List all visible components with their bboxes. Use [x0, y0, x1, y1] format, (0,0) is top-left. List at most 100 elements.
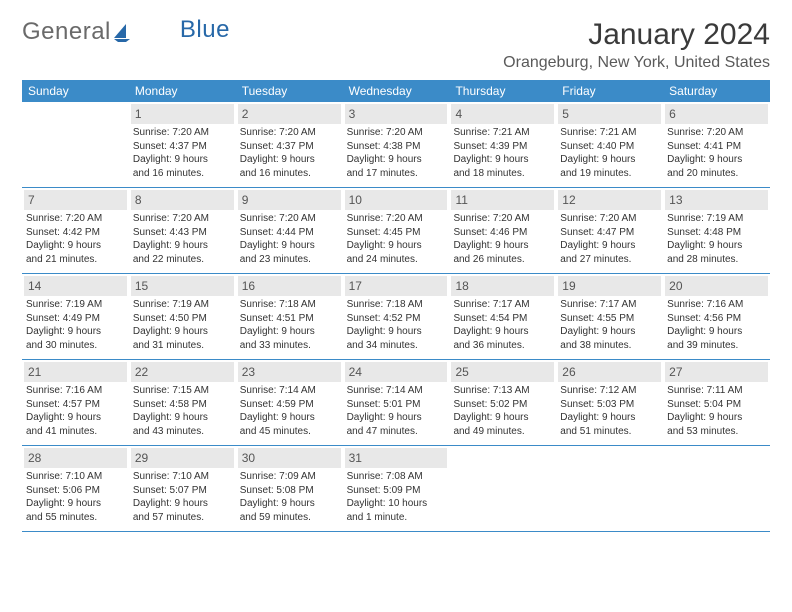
day-sunrise: Sunrise: 7:18 AM	[240, 298, 339, 312]
day-cell: 31Sunrise: 7:08 AMSunset: 5:09 PMDayligh…	[343, 446, 450, 531]
day-daylight1: Daylight: 9 hours	[347, 153, 446, 167]
day-number: 30	[238, 448, 341, 468]
day-cell: 11Sunrise: 7:20 AMSunset: 4:46 PMDayligh…	[449, 188, 556, 273]
day-sunrise: Sunrise: 7:21 AM	[560, 126, 659, 140]
day-daylight2: and 51 minutes.	[560, 425, 659, 439]
day-cell: 22Sunrise: 7:15 AMSunset: 4:58 PMDayligh…	[129, 360, 236, 445]
day-info: Sunrise: 7:20 AMSunset: 4:38 PMDaylight:…	[345, 126, 448, 180]
day-number: 7	[24, 190, 127, 210]
day-cell: 15Sunrise: 7:19 AMSunset: 4:50 PMDayligh…	[129, 274, 236, 359]
day-sunset: Sunset: 4:37 PM	[240, 140, 339, 154]
day-info: Sunrise: 7:08 AMSunset: 5:09 PMDaylight:…	[345, 470, 448, 524]
day-number: 19	[558, 276, 661, 296]
day-daylight2: and 43 minutes.	[133, 425, 232, 439]
day-sunset: Sunset: 4:37 PM	[133, 140, 232, 154]
day-cell	[449, 446, 556, 531]
day-sunset: Sunset: 4:41 PM	[667, 140, 766, 154]
day-sunrise: Sunrise: 7:20 AM	[453, 212, 552, 226]
day-sunrise: Sunrise: 7:13 AM	[453, 384, 552, 398]
day-sunset: Sunset: 4:52 PM	[347, 312, 446, 326]
day-sunset: Sunset: 5:06 PM	[26, 484, 125, 498]
day-sunrise: Sunrise: 7:10 AM	[26, 470, 125, 484]
day-cell	[556, 446, 663, 531]
header: General Blue January 2024 Orangeburg, Ne…	[22, 18, 770, 72]
day-number: 22	[131, 362, 234, 382]
day-daylight2: and 45 minutes.	[240, 425, 339, 439]
day-daylight1: Daylight: 9 hours	[667, 153, 766, 167]
day-sunset: Sunset: 5:01 PM	[347, 398, 446, 412]
day-daylight1: Daylight: 9 hours	[240, 497, 339, 511]
day-daylight2: and 47 minutes.	[347, 425, 446, 439]
day-info: Sunrise: 7:21 AMSunset: 4:40 PMDaylight:…	[558, 126, 661, 180]
day-daylight2: and 16 minutes.	[240, 167, 339, 181]
day-number: 24	[345, 362, 448, 382]
day-daylight1: Daylight: 9 hours	[667, 411, 766, 425]
day-sunrise: Sunrise: 7:19 AM	[667, 212, 766, 226]
day-daylight1: Daylight: 9 hours	[560, 411, 659, 425]
day-info: Sunrise: 7:13 AMSunset: 5:02 PMDaylight:…	[451, 384, 554, 438]
day-cell: 26Sunrise: 7:12 AMSunset: 5:03 PMDayligh…	[556, 360, 663, 445]
day-number: 26	[558, 362, 661, 382]
day-sunset: Sunset: 4:39 PM	[453, 140, 552, 154]
day-number: 29	[131, 448, 234, 468]
day-cell: 27Sunrise: 7:11 AMSunset: 5:04 PMDayligh…	[663, 360, 770, 445]
day-cell: 19Sunrise: 7:17 AMSunset: 4:55 PMDayligh…	[556, 274, 663, 359]
day-daylight2: and 21 minutes.	[26, 253, 125, 267]
day-header: Monday	[129, 80, 236, 102]
day-daylight2: and 16 minutes.	[133, 167, 232, 181]
day-daylight1: Daylight: 9 hours	[26, 497, 125, 511]
day-sunset: Sunset: 4:50 PM	[133, 312, 232, 326]
day-cell: 10Sunrise: 7:20 AMSunset: 4:45 PMDayligh…	[343, 188, 450, 273]
day-sunrise: Sunrise: 7:17 AM	[453, 298, 552, 312]
day-header: Saturday	[663, 80, 770, 102]
day-sunset: Sunset: 5:02 PM	[453, 398, 552, 412]
day-daylight2: and 59 minutes.	[240, 511, 339, 525]
day-headers-row: Sunday Monday Tuesday Wednesday Thursday…	[22, 80, 770, 102]
day-daylight1: Daylight: 10 hours	[347, 497, 446, 511]
day-cell	[22, 102, 129, 187]
day-sunset: Sunset: 5:08 PM	[240, 484, 339, 498]
day-sunrise: Sunrise: 7:09 AM	[240, 470, 339, 484]
day-cell: 1Sunrise: 7:20 AMSunset: 4:37 PMDaylight…	[129, 102, 236, 187]
day-info: Sunrise: 7:19 AMSunset: 4:48 PMDaylight:…	[665, 212, 768, 266]
day-info: Sunrise: 7:10 AMSunset: 5:07 PMDaylight:…	[131, 470, 234, 524]
day-daylight2: and 22 minutes.	[133, 253, 232, 267]
day-daylight2: and 26 minutes.	[453, 253, 552, 267]
day-cell: 9Sunrise: 7:20 AMSunset: 4:44 PMDaylight…	[236, 188, 343, 273]
day-daylight2: and 38 minutes.	[560, 339, 659, 353]
day-number: 23	[238, 362, 341, 382]
day-number: 4	[451, 104, 554, 124]
day-daylight1: Daylight: 9 hours	[240, 153, 339, 167]
day-daylight2: and 55 minutes.	[26, 511, 125, 525]
day-sunset: Sunset: 4:42 PM	[26, 226, 125, 240]
day-sunset: Sunset: 4:59 PM	[240, 398, 339, 412]
week-row: 7Sunrise: 7:20 AMSunset: 4:42 PMDaylight…	[22, 188, 770, 274]
day-cell: 24Sunrise: 7:14 AMSunset: 5:01 PMDayligh…	[343, 360, 450, 445]
day-info: Sunrise: 7:20 AMSunset: 4:43 PMDaylight:…	[131, 212, 234, 266]
day-cell: 2Sunrise: 7:20 AMSunset: 4:37 PMDaylight…	[236, 102, 343, 187]
day-cell: 5Sunrise: 7:21 AMSunset: 4:40 PMDaylight…	[556, 102, 663, 187]
day-sunrise: Sunrise: 7:15 AM	[133, 384, 232, 398]
day-info: Sunrise: 7:20 AMSunset: 4:41 PMDaylight:…	[665, 126, 768, 180]
day-cell: 4Sunrise: 7:21 AMSunset: 4:39 PMDaylight…	[449, 102, 556, 187]
day-daylight1: Daylight: 9 hours	[560, 325, 659, 339]
day-info: Sunrise: 7:16 AMSunset: 4:56 PMDaylight:…	[665, 298, 768, 352]
day-info: Sunrise: 7:17 AMSunset: 4:54 PMDaylight:…	[451, 298, 554, 352]
day-daylight1: Daylight: 9 hours	[347, 411, 446, 425]
day-daylight2: and 1 minute.	[347, 511, 446, 525]
logo-text-1: General	[22, 18, 111, 46]
day-sunrise: Sunrise: 7:20 AM	[133, 212, 232, 226]
day-sunrise: Sunrise: 7:20 AM	[26, 212, 125, 226]
day-daylight2: and 24 minutes.	[347, 253, 446, 267]
week-row: 28Sunrise: 7:10 AMSunset: 5:06 PMDayligh…	[22, 446, 770, 532]
day-sunset: Sunset: 4:56 PM	[667, 312, 766, 326]
day-cell: 14Sunrise: 7:19 AMSunset: 4:49 PMDayligh…	[22, 274, 129, 359]
day-daylight2: and 19 minutes.	[560, 167, 659, 181]
day-cell: 23Sunrise: 7:14 AMSunset: 4:59 PMDayligh…	[236, 360, 343, 445]
day-header: Thursday	[449, 80, 556, 102]
day-number: 5	[558, 104, 661, 124]
day-sunset: Sunset: 4:54 PM	[453, 312, 552, 326]
day-cell: 20Sunrise: 7:16 AMSunset: 4:56 PMDayligh…	[663, 274, 770, 359]
day-info: Sunrise: 7:20 AMSunset: 4:42 PMDaylight:…	[24, 212, 127, 266]
title-block: January 2024 Orangeburg, New York, Unite…	[503, 18, 770, 72]
